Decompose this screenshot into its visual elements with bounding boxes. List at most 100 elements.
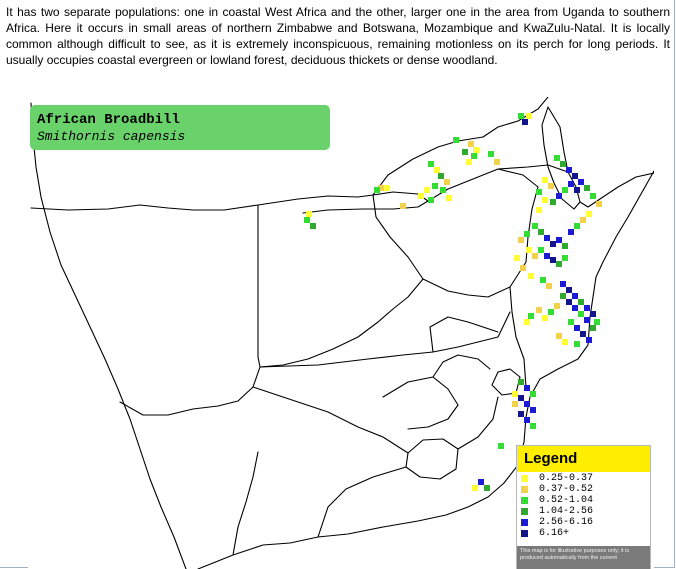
distribution-cell [574,187,580,193]
distribution-cell [514,255,520,261]
distribution-cell [304,217,310,223]
distribution-cell [544,235,550,241]
distribution-cell [554,303,560,309]
distribution-cell [560,161,566,167]
distribution-cell [540,277,546,283]
legend-swatch [521,530,528,537]
province-boundary [432,354,491,378]
distribution-cell [400,203,406,209]
legend-row: 0.52-1.04 [521,495,649,506]
botswana-southafrica-border [259,278,424,368]
distribution-cell [550,199,556,205]
distribution-cell [542,197,548,203]
legend-swatch [521,497,528,504]
distribution-cell [473,147,479,153]
distribution-cell [556,193,562,199]
legend-header: Legend [517,446,650,472]
orange-river-border [119,366,261,416]
distribution-cell [584,185,590,191]
caprivi-border [302,191,429,214]
distribution-cell [484,485,490,491]
legend-swatch [521,475,528,482]
legend-range: 0.37-0.52 [539,484,594,495]
distribution-cell [578,179,584,185]
distribution-cell [596,201,602,207]
distribution-cell [530,391,536,397]
distribution-cell [550,241,556,247]
distribution-cell [518,379,524,385]
province-boundary [252,386,409,454]
map-legend: Legend 0.25-0.37 0.37-0.52 0.52-1.04 1.0… [516,445,651,569]
distribution-cell [512,401,518,407]
distribution-cell [542,177,548,183]
legend-range: 0.52-1.04 [539,495,594,506]
legend-swatch [521,508,528,515]
botswana-zimbabwe-border [372,194,424,280]
distribution-cell [418,193,424,199]
distribution-cell [468,141,474,147]
distribution-cell [556,237,562,243]
distribution-cell [546,283,552,289]
distribution-cell [538,247,544,253]
distribution-cell [432,183,438,189]
distribution-cell [594,319,600,325]
distribution-cell [524,417,530,423]
species-scientific-name: Smithornis capensis [37,129,186,144]
distribution-cell [306,211,312,217]
distribution-cell [524,401,530,407]
legend-swatch [521,486,528,493]
legend-row: 0.25-0.37 [521,473,649,484]
legend-title: Legend [524,450,578,467]
distribution-cell [532,223,538,229]
province-boundary [429,316,499,353]
distribution-cell [562,243,568,249]
distribution-cell [512,391,518,397]
legend-range: 6.16+ [539,528,570,539]
species-common-name: African Broadbill [37,112,180,128]
mozambique-zimbabwe-border [422,168,539,298]
distribution-cell [590,193,596,199]
distribution-cell [453,137,459,143]
distribution-cell [538,229,544,235]
distribution-cell [590,325,596,331]
distribution-cell [494,159,500,165]
distribution-cell [574,341,580,347]
distribution-cell [566,287,572,293]
distribution-cell [572,173,578,179]
mozambique-tanzania-border [579,172,654,208]
distribution-cell [528,313,534,319]
distribution-cell [556,261,562,267]
distribution-cell [440,187,446,193]
species-title-box: African Broadbill Smithornis capensis [30,105,330,150]
zambia-north-border [372,136,484,196]
distribution-cell [444,179,450,185]
distribution-cell [378,185,384,191]
distribution-cell [532,253,538,259]
distribution-cell [526,247,532,253]
legend-range: 0.25-0.37 [539,473,594,484]
distribution-cell [580,331,586,337]
distribution-cell [568,229,574,235]
distribution-cell [424,187,430,193]
southafrica-mozambique-border [509,286,527,388]
legend-disclaimer: This map is for illustrative purposes on… [517,546,650,569]
distribution-cell [548,183,554,189]
distribution-cell [522,119,528,125]
province-boundary [432,311,511,353]
distribution-cell [572,305,578,311]
malawi-outline [541,106,581,210]
distribution-cell [310,223,316,229]
legend-range: 2.56-6.16 [539,517,594,528]
distribution-cell [544,253,550,259]
distribution-cell [518,411,524,417]
legend-row: 1.04-2.56 [521,506,649,517]
legend-row: 0.37-0.52 [521,484,649,495]
distribution-cell [562,339,568,345]
distribution-cell [472,485,478,491]
distribution-cell [554,155,560,161]
distribution-cell [526,113,532,119]
distribution-cell [524,385,530,391]
distribution-cell [590,311,596,317]
map-canvas [30,97,654,569]
distribution-cell [584,317,590,323]
